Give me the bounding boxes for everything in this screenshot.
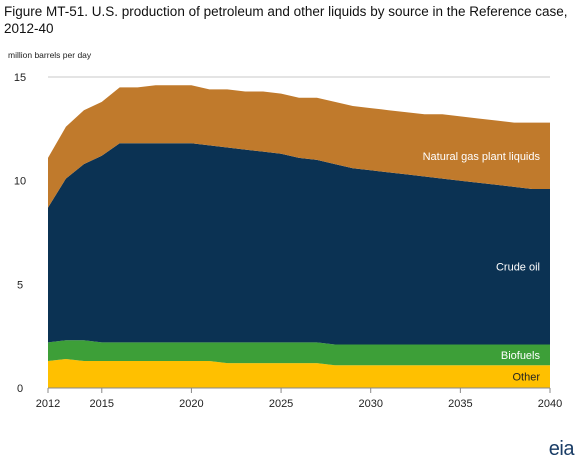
axes: 0 5 10 15 2012 2015 2020 2025 2030 2035 2040 (14, 72, 562, 410)
x-tick-label: 2020 (179, 398, 203, 410)
x-tick-label: 2015 (90, 398, 114, 410)
eia-logo: eia (548, 438, 575, 460)
chart-title: Figure MT-51. U.S. production of petrole… (4, 4, 568, 36)
area-other (48, 359, 550, 388)
y-tick-label: 0 (17, 383, 23, 395)
x-tick-label: 2025 (269, 398, 293, 410)
x-tick-label: 2035 (448, 398, 472, 410)
y-tick-label: 5 (17, 279, 23, 291)
x-tick-label: 2012 (36, 398, 60, 410)
area-crude-oil (48, 143, 550, 345)
series-label: Other (512, 372, 540, 384)
x-tick-label: 2030 (358, 398, 382, 410)
series-label: Natural gas plant liquids (423, 151, 541, 163)
x-tick-label: 2040 (538, 398, 562, 410)
series-labels: Other Biofuels Crude oil Natural gas plant … (423, 151, 541, 384)
series-label: Crude oil (496, 262, 540, 274)
area-natural-gas-plant-liquids (48, 85, 550, 208)
series-label: Biofuels (501, 350, 541, 362)
y-axis-label: million barrels per day (8, 50, 92, 60)
stacked-areas (48, 85, 550, 388)
y-tick-label: 15 (14, 72, 26, 84)
area-biofuels (48, 340, 550, 366)
y-tick-label: 10 (14, 176, 26, 188)
